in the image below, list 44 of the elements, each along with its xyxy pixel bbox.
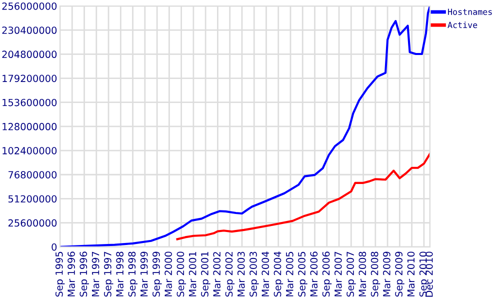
x-tick-label: Sep 2000 — [176, 252, 186, 297]
x-tick-label: Mar 2006 — [310, 252, 318, 296]
x-tick-label: Mar 1999 — [140, 252, 148, 296]
x-tick-label: Sep 1995 — [55, 252, 65, 297]
x-tick-label: Mar 1996 — [68, 252, 75, 296]
y-tick-label: 128000000 — [2, 122, 57, 130]
x-tick-label: Mar 2001 — [188, 252, 196, 296]
y-tick-label: 102400000 — [2, 147, 57, 154]
x-tick-label: Mar 2007 — [334, 252, 342, 296]
y-tick-label: 76800000 — [8, 171, 57, 178]
y-tick-label: 25600000 — [8, 219, 57, 227]
x-tick-label: Mar 2010 — [407, 252, 415, 296]
x-tick-label: Mar 1997 — [92, 252, 100, 296]
x-tick-label: Mar 1998 — [116, 252, 124, 296]
x-tick-label: Mar 2000 — [164, 252, 172, 296]
x-tick-label: Sep 2009 — [395, 252, 404, 297]
y-tick-label: 0 — [52, 243, 57, 251]
line-series — [176, 152, 430, 240]
x-tick-label: Mar 2008 — [358, 252, 366, 296]
x-tick-label: Sep 2001 — [201, 252, 210, 297]
x-tick-label: Sep 2008 — [370, 252, 380, 297]
y-tick-label: 179200000 — [2, 74, 57, 82]
x-tick-label: Mar 2003 — [237, 252, 245, 296]
x-tick-label: Sep 2005 — [298, 252, 308, 297]
y-tick-label: 230400000 — [2, 26, 57, 34]
x-tick-label: Mar 2004 — [262, 252, 270, 296]
x-tick-label: Sep 1998 — [128, 252, 138, 297]
legend-label: Active — [448, 22, 478, 28]
x-tick-label: Sep 2003 — [250, 252, 259, 297]
x-tick-label: Mar 2009 — [383, 252, 390, 296]
x-tick-label: Sep 1996 — [80, 252, 89, 297]
x-tick-label: Sep 2004 — [274, 252, 284, 297]
x-tick-label: Sep 2006 — [322, 252, 332, 297]
y-tick-label: 204800000 — [2, 50, 57, 58]
y-tick-label: 153600000 — [2, 98, 57, 106]
x-tick-label: Sep 1999 — [152, 252, 162, 297]
x-tick-label: Mar 2005 — [286, 252, 294, 296]
x-tick-label: Sep 1997 — [104, 252, 114, 297]
x-tick-label: Sep 2002 — [225, 252, 235, 297]
y-tick-label: 51200000 — [8, 195, 57, 203]
legend-label: Hostnames — [448, 8, 492, 15]
x-tick-label: Sep 2007 — [346, 252, 356, 297]
x-tick-label: Mar 2002 — [213, 252, 221, 296]
y-tick-label: 256000000 — [2, 2, 57, 10]
